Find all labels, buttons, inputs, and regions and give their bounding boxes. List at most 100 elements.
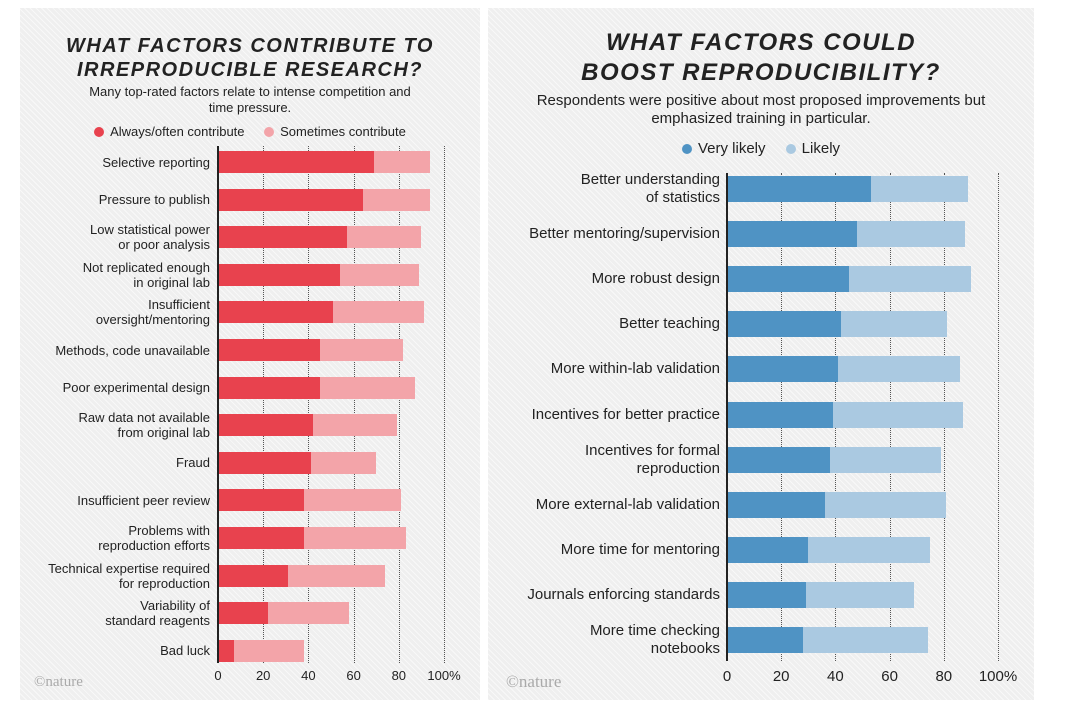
bar-primary bbox=[727, 221, 858, 248]
category-label: Problems with reproduction efforts bbox=[24, 518, 210, 558]
gridline bbox=[998, 173, 999, 661]
bar-primary bbox=[727, 311, 841, 338]
chart-subtitle: Many top-rated factors relate to intense… bbox=[89, 84, 411, 115]
bar-primary bbox=[218, 263, 341, 286]
category-label: Journals enforcing standards bbox=[494, 575, 720, 615]
gridline bbox=[353, 146, 355, 663]
category-label-text: Technical expertise required for reprodu… bbox=[48, 560, 210, 591]
bar-secondary bbox=[805, 581, 914, 608]
legend-label-sometimes: Sometimes contribute bbox=[280, 124, 406, 139]
bar-primary bbox=[727, 446, 830, 473]
category-label-text: Problems with reproduction efforts bbox=[98, 523, 210, 553]
gridline bbox=[398, 146, 400, 663]
category-label: Incentives for formal reproduction bbox=[494, 440, 720, 480]
bar-primary bbox=[218, 639, 234, 662]
category-label-text: More within-lab validation bbox=[550, 360, 720, 378]
category-label-text: Pressure to publish bbox=[98, 192, 210, 208]
legend-swatch-sometimes bbox=[264, 127, 275, 137]
bar-secondary bbox=[829, 446, 942, 473]
category-label-text: Incentives for better practice bbox=[531, 405, 720, 423]
category-label: Methods, code unavailable bbox=[24, 330, 210, 370]
category-label-text: Journals enforcing standards bbox=[527, 585, 720, 603]
category-label-text: More time for mentoring bbox=[560, 540, 720, 558]
category-label-text: Insufficient peer review bbox=[77, 492, 210, 508]
chart-subtitle: Respondents were positive about most pro… bbox=[536, 92, 986, 127]
bar-secondary bbox=[333, 301, 424, 324]
bar-primary bbox=[218, 451, 311, 474]
bar-secondary bbox=[802, 627, 928, 653]
legend-item-always: Always/often contribute bbox=[94, 124, 245, 139]
category-label: Poor experimental design bbox=[24, 368, 210, 408]
x-tick-label: 20 bbox=[255, 668, 271, 683]
bar-secondary bbox=[848, 266, 971, 293]
bar-secondary bbox=[373, 151, 431, 173]
bar-secondary bbox=[362, 188, 431, 211]
bar-primary bbox=[218, 188, 363, 211]
bar-primary bbox=[727, 536, 809, 563]
bar-secondary bbox=[319, 339, 404, 361]
bar-secondary bbox=[840, 311, 947, 338]
y-axis-line bbox=[726, 173, 728, 661]
bar-primary bbox=[727, 491, 825, 518]
category-label-text: Better teaching bbox=[619, 315, 720, 333]
bar-primary bbox=[218, 489, 304, 512]
bar-primary bbox=[218, 151, 374, 173]
category-label: Fraud bbox=[24, 443, 210, 483]
bar-secondary bbox=[267, 602, 350, 625]
bar-secondary bbox=[310, 451, 377, 474]
category-label-text: Variability of standard reagents bbox=[105, 598, 210, 629]
x-tick-label: 100% bbox=[427, 668, 461, 683]
category-label-text: Incentives for formal reproduction bbox=[584, 441, 720, 477]
chart-legend: Always/often contribute Sometimes contri… bbox=[20, 124, 480, 139]
bar-primary bbox=[218, 564, 289, 587]
chart-title: WHAT FACTORS CONTRIBUTE TO IRREPRODUCIBL… bbox=[66, 35, 434, 81]
bar-primary bbox=[218, 602, 268, 625]
y-axis-line bbox=[217, 146, 219, 663]
category-label-text: Fraud bbox=[176, 455, 210, 471]
category-label: Variability of standard reagents bbox=[24, 593, 210, 633]
category-label: Selective reporting bbox=[24, 142, 210, 182]
bar-primary bbox=[727, 581, 806, 608]
category-label: Low statistical power or poor analysis bbox=[24, 217, 210, 257]
x-tick-label: 80 bbox=[935, 668, 953, 685]
bar-primary bbox=[218, 226, 347, 249]
category-label-text: Selective reporting bbox=[102, 154, 210, 170]
bar-primary bbox=[218, 414, 313, 437]
bar-secondary bbox=[870, 176, 969, 202]
category-label: More time for mentoring bbox=[494, 530, 720, 570]
category-label: Technical expertise required for reprodu… bbox=[24, 556, 210, 596]
bar-secondary bbox=[832, 401, 963, 428]
category-label: More external-lab validation bbox=[494, 485, 720, 525]
x-tick-label: 100% bbox=[978, 668, 1018, 685]
boosting-factors-chart: WHAT FACTORS COULD BOOST REPRODUCIBILITY… bbox=[488, 8, 1034, 700]
category-label: More time checking notebooks bbox=[494, 620, 720, 660]
legend-item-likely: Likely bbox=[785, 140, 840, 157]
bar-secondary bbox=[857, 221, 966, 248]
category-label: More within-lab validation bbox=[494, 349, 720, 389]
category-label-text: Better mentoring/supervision bbox=[529, 225, 720, 243]
bar-primary bbox=[218, 527, 304, 549]
bar-primary bbox=[727, 401, 833, 428]
bar-secondary bbox=[838, 356, 961, 383]
category-label: Better mentoring/supervision bbox=[494, 214, 720, 254]
bar-primary bbox=[218, 376, 320, 399]
legend-swatch-always bbox=[94, 127, 105, 137]
nature-credit: ©nature bbox=[34, 674, 83, 690]
gridline bbox=[308, 146, 310, 663]
contributing-factors-chart: WHAT FACTORS CONTRIBUTE TO IRREPRODUCIBL… bbox=[20, 8, 480, 700]
category-label-text: More robust design bbox=[591, 270, 720, 288]
category-label: Insufficient oversight/mentoring bbox=[24, 292, 210, 332]
legend-swatch-likely bbox=[785, 144, 796, 154]
category-label-text: Not replicated enough in original lab bbox=[82, 259, 210, 290]
legend-item-sometimes: Sometimes contribute bbox=[264, 124, 406, 139]
category-label-text: Better understanding of statistics bbox=[580, 171, 720, 206]
category-label: Raw data not available from original lab bbox=[24, 405, 210, 445]
bar-secondary bbox=[303, 527, 406, 549]
bar-primary bbox=[727, 627, 803, 653]
x-tick-label: 20 bbox=[772, 668, 790, 685]
category-label-text: Low statistical power or poor analysis bbox=[90, 222, 210, 253]
gridline bbox=[263, 146, 265, 663]
category-label-text: Methods, code unavailable bbox=[55, 342, 210, 358]
nature-credit: ©nature bbox=[506, 672, 562, 691]
category-label: Better understanding of statistics bbox=[494, 169, 720, 209]
